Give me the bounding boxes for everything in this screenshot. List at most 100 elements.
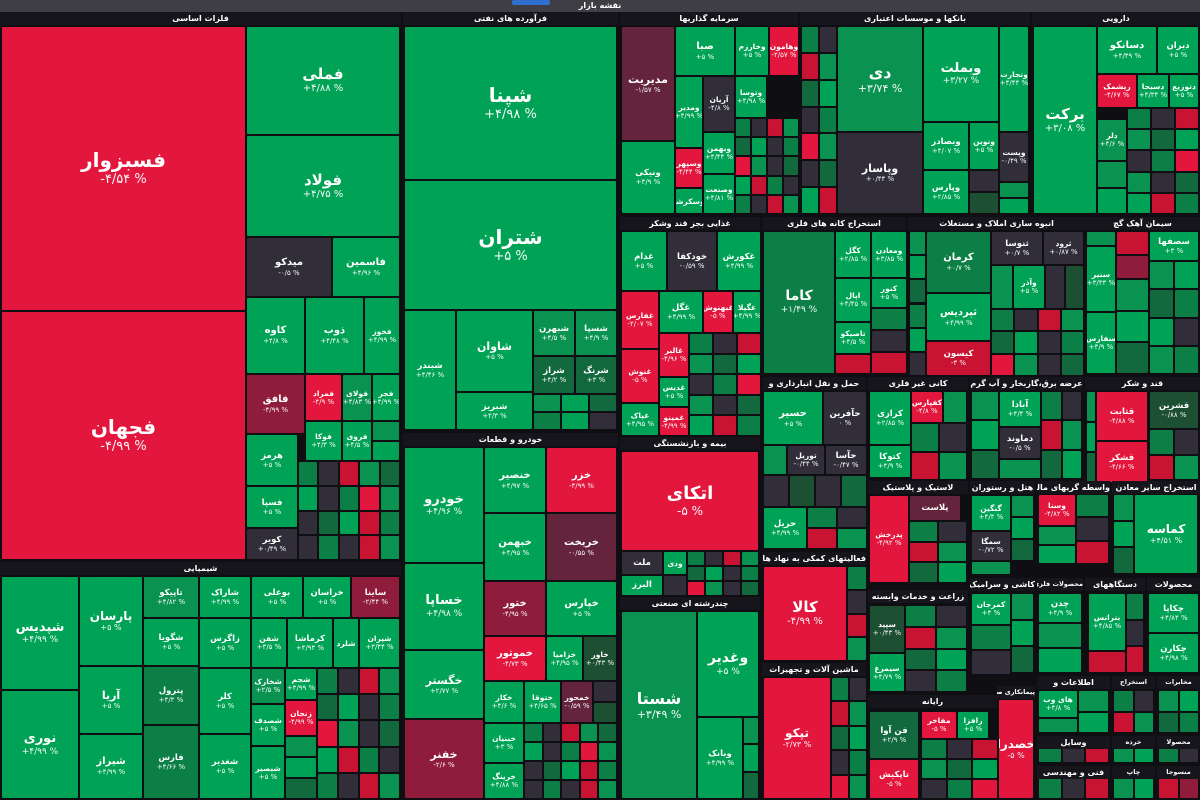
mosaic-tile[interactable]	[912, 424, 938, 451]
mosaic-tile[interactable]	[784, 138, 798, 156]
tile-ختور[interactable]: ختور -۴/۹۵ %	[485, 582, 545, 635]
mosaic-tile[interactable]	[594, 682, 616, 701]
mosaic-tile[interactable]	[1046, 266, 1064, 308]
mosaic-tile[interactable]	[1015, 310, 1037, 331]
tile-ذوب[interactable]: ذوب +۴/۴۸ %	[306, 298, 363, 373]
tile-خگستر[interactable]: خگستر +۲/۷۷ %	[405, 651, 483, 718]
mosaic-tile[interactable]	[848, 614, 866, 637]
mosaic-tile[interactable]	[599, 743, 616, 760]
mosaic-tile[interactable]	[1000, 460, 1040, 478]
tile-کرمان[interactable]: کرمان +۰/۷ %	[927, 232, 990, 292]
mosaic-tile[interactable]	[338, 747, 358, 772]
tile-فن آوا[interactable]: فن آوا +۲/۹ %	[870, 712, 918, 758]
mosaic-tile[interactable]	[714, 354, 736, 374]
mosaic-tile[interactable]	[992, 332, 1014, 353]
tile-غگیلا[interactable]: غگیلا +۴/۹۹ %	[734, 292, 760, 332]
mosaic-tile[interactable]	[832, 751, 848, 774]
mosaic-tile[interactable]	[939, 522, 966, 541]
mosaic-tile[interactable]	[802, 80, 818, 106]
mosaic-tile[interactable]	[910, 563, 937, 582]
tile-برکت[interactable]: برکت +۳/۰۸ %	[1034, 27, 1096, 213]
tile-شبهرن[interactable]: شبهرن +۴/۵ %	[534, 311, 574, 355]
mosaic-tile[interactable]	[1012, 540, 1033, 560]
tile-زاگرس[interactable]: زاگرس +۵ %	[200, 619, 250, 667]
tile-کاوه[interactable]: کاوه +۴/۸ %	[247, 298, 304, 373]
tile-سپید[interactable]: سپید +۰/۴۳ %	[870, 606, 904, 652]
tile-شرنگ[interactable]: شرنگ +۳ %	[576, 357, 616, 393]
mosaic-tile[interactable]	[1117, 311, 1148, 342]
mosaic-tile[interactable]	[1012, 647, 1033, 672]
mosaic-tile[interactable]	[820, 161, 836, 187]
tile-پارسان[interactable]: پارسان +۵ %	[80, 577, 142, 665]
mosaic-tile[interactable]	[768, 119, 782, 137]
mosaic-tile[interactable]	[820, 107, 836, 133]
mosaic-tile[interactable]	[688, 582, 704, 595]
mosaic-tile[interactable]	[1152, 193, 1174, 213]
mosaic-tile[interactable]	[872, 353, 906, 373]
tile-ونوین[interactable]: ونوین +۵ %	[970, 123, 998, 169]
mosaic-tile[interactable]	[1179, 691, 1198, 711]
mosaic-tile[interactable]	[944, 392, 966, 422]
mosaic-tile[interactable]	[1042, 392, 1061, 420]
mosaic-tile[interactable]	[1159, 778, 1178, 798]
tile-غمینو[interactable]: غمینو -۴/۹۹ %	[660, 408, 688, 435]
tile-فمراد[interactable]: فمراد -۴/۹ %	[306, 375, 341, 420]
mosaic-tile[interactable]	[744, 745, 758, 771]
mosaic-tile[interactable]	[922, 780, 946, 798]
tile-آریان[interactable]: آریان -۴/۸ %	[704, 77, 734, 131]
mosaic-tile[interactable]	[736, 138, 750, 156]
mosaic-tile[interactable]	[380, 536, 399, 559]
tile-فولاد[interactable]: فولاد +۴/۷۵ %	[247, 136, 399, 236]
tile-حآفرین[interactable]: حآفرین ۰ %	[824, 392, 866, 444]
mosaic-tile[interactable]	[1134, 748, 1153, 762]
mosaic-tile[interactable]	[820, 27, 836, 52]
tile-سصفها[interactable]: سصفها +۳ %	[1150, 232, 1198, 260]
mosaic-tile[interactable]	[1159, 691, 1178, 711]
tile-شیراز[interactable]: شیراز +۴/۹۹ %	[80, 735, 142, 798]
tile-آریا[interactable]: آریا +۵ %	[80, 667, 142, 733]
tile-چدن[interactable]: چدن +۴/۹ %	[1039, 594, 1081, 622]
mosaic-tile[interactable]	[562, 724, 579, 741]
mosaic-tile[interactable]	[664, 576, 686, 595]
mosaic-tile[interactable]	[1065, 266, 1083, 308]
tile-فاسمین[interactable]: فاسمین +۴/۹۶ %	[333, 238, 399, 296]
mosaic-tile[interactable]	[972, 392, 998, 420]
mosaic-tile[interactable]	[543, 743, 561, 760]
mosaic-tile[interactable]	[543, 762, 561, 779]
mosaic-tile[interactable]	[973, 760, 997, 778]
mosaic-tile[interactable]	[992, 354, 1014, 375]
tile-غنوش[interactable]: غنوش -۵ %	[622, 350, 658, 402]
mosaic-tile[interactable]	[752, 157, 766, 175]
tile-تاپکیش[interactable]: تاپکیش -۵ %	[870, 760, 918, 798]
tile-صبا[interactable]: صبا +۵ %	[676, 27, 734, 75]
tile-غکورش[interactable]: غکورش +۴/۹۹ %	[718, 232, 760, 290]
mosaic-tile[interactable]	[318, 669, 337, 694]
tile-ملت[interactable]: ملت	[622, 552, 662, 574]
mosaic-tile[interactable]	[373, 442, 399, 460]
tile-پلاست[interactable]: پلاست	[910, 496, 960, 520]
tile-خزر[interactable]: خزر -۴/۹۹ %	[547, 448, 616, 512]
tile-دلر[interactable]: دلر +۴/۶ %	[1098, 120, 1126, 160]
tile-توریل[interactable]: توریل -۰/۴۴ %	[788, 446, 824, 474]
mosaic-tile[interactable]	[1150, 455, 1173, 479]
tile-البرز[interactable]: البرز	[622, 576, 662, 595]
tile-زنجان[interactable]: زنجان -۴/۹۹ %	[286, 701, 316, 735]
mosaic-tile[interactable]	[562, 781, 579, 798]
mosaic-tile[interactable]	[319, 462, 338, 485]
tile-کیسون[interactable]: کیسون -۳ %	[927, 342, 990, 375]
tile-وبصادر[interactable]: وبصادر +۴/۰۷ %	[924, 123, 968, 169]
mosaic-tile[interactable]	[706, 582, 722, 595]
mosaic-tile[interactable]	[816, 476, 840, 506]
tile-کگل[interactable]: کگل +۲/۸۵ %	[836, 232, 870, 277]
tile-نوری[interactable]: نوری +۴/۹۹ %	[2, 691, 78, 798]
mosaic-tile[interactable]	[724, 567, 740, 580]
mosaic-tile[interactable]	[562, 743, 579, 760]
mosaic-tile[interactable]	[318, 695, 337, 720]
tile-خرینگ[interactable]: خرینگ +۴/۸۸ %	[485, 764, 523, 798]
mosaic-tile[interactable]	[1000, 183, 1028, 197]
mosaic-tile[interactable]	[534, 413, 560, 429]
mosaic-tile[interactable]	[850, 775, 866, 798]
tile-وبملت[interactable]: وبملت +۳/۲۷ %	[924, 27, 998, 121]
mosaic-tile[interactable]	[1134, 778, 1153, 798]
mosaic-tile[interactable]	[784, 176, 798, 194]
